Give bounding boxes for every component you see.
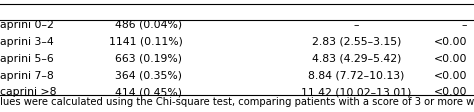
Text: –: – [354, 20, 359, 30]
Text: aprini 0–2: aprini 0–2 [0, 20, 55, 30]
Text: <0.00: <0.00 [433, 71, 467, 81]
Text: 1141 (0.11%): 1141 (0.11%) [109, 37, 182, 47]
Text: 486 (0.04%): 486 (0.04%) [115, 20, 182, 30]
Text: aprini 7–8: aprini 7–8 [0, 71, 54, 81]
Text: aprini 5–6: aprini 5–6 [0, 54, 54, 64]
Text: aprini 3–4: aprini 3–4 [0, 37, 54, 47]
Text: <0.00: <0.00 [433, 54, 467, 64]
Text: 8.84 (7.72–10.13): 8.84 (7.72–10.13) [309, 71, 405, 81]
Text: 4.83 (4.29–5.42): 4.83 (4.29–5.42) [312, 54, 401, 64]
Text: lues were calculated using the Chi-square test, comparing patients with a score : lues were calculated using the Chi-squar… [0, 97, 474, 108]
Text: 364 (0.35%): 364 (0.35%) [116, 71, 182, 81]
Text: 11.42 (10.02–13.01): 11.42 (10.02–13.01) [301, 87, 412, 97]
Text: 414 (0.45%): 414 (0.45%) [116, 87, 182, 97]
Text: 2.83 (2.55–3.15): 2.83 (2.55–3.15) [312, 37, 401, 47]
Text: caprini >8: caprini >8 [0, 87, 57, 97]
Text: –: – [461, 20, 467, 30]
Text: <0.00: <0.00 [433, 37, 467, 47]
Text: <0.00: <0.00 [433, 87, 467, 97]
Text: 663 (0.19%): 663 (0.19%) [116, 54, 182, 64]
